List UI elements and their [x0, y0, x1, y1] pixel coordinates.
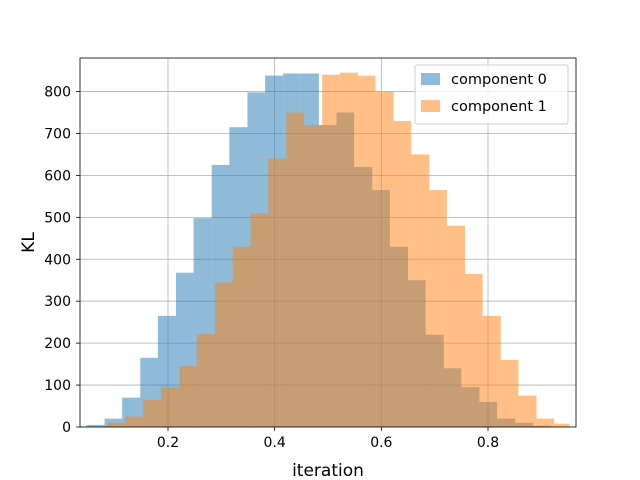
legend-swatch-component-1: [421, 100, 440, 112]
bar-component-1-22: [500, 359, 519, 427]
bar-component-1-0: [107, 422, 126, 427]
y-axis-label: KL: [19, 232, 39, 253]
y-tick-label-1: 100: [44, 378, 71, 394]
bar-component-0-0: [86, 424, 105, 427]
y-tick-label-4: 400: [44, 252, 71, 268]
legend-label-component-1: component 1: [451, 99, 547, 115]
bar-component-1-14: [357, 75, 376, 428]
bar-component-1-3: [161, 387, 180, 427]
bar-component-1-2: [143, 399, 162, 427]
bar-component-1-17: [411, 154, 430, 427]
bar-component-1-12: [322, 74, 340, 427]
legend-swatch-component-0: [421, 73, 440, 85]
bar-component-1-15: [375, 91, 394, 427]
bar-component-1-11: [304, 125, 323, 427]
bar-component-1-9: [268, 158, 287, 428]
bar-component-1-23: [518, 395, 537, 427]
bar-component-1-21: [482, 315, 501, 427]
bar-component-1-18: [429, 190, 447, 427]
y-tick-label-0: 0: [62, 420, 71, 436]
histogram-bars: [86, 72, 570, 428]
x-axis-ticks: 0.2 0.4 0.6 0.8: [157, 427, 499, 451]
y-tick-label-8: 800: [44, 85, 71, 101]
x-axis-label: iteration: [292, 461, 364, 480]
bar-component-1-20: [465, 273, 483, 427]
bar-component-1-25: [554, 423, 570, 427]
x-tick-label-2: 0.6: [370, 435, 392, 451]
x-tick-label-1: 0.4: [264, 435, 286, 451]
y-tick-label-7: 700: [44, 126, 71, 142]
y-tick-label-2: 200: [44, 336, 71, 352]
legend: component 0 component 1: [414, 64, 569, 125]
y-tick-label-3: 300: [44, 294, 71, 310]
bar-component-1-8: [250, 213, 269, 427]
y-tick-label-5: 500: [44, 210, 71, 226]
bar-component-1-4: [179, 366, 197, 427]
series-component-1: [107, 72, 570, 428]
legend-box: [414, 64, 569, 125]
legend-label-component-0: component 0: [451, 72, 547, 88]
bar-component-1-16: [393, 120, 412, 427]
bar-component-1-10: [286, 112, 304, 428]
bar-component-1-6: [214, 282, 233, 427]
bar-component-1-24: [536, 418, 555, 427]
bar-component-1-13: [339, 72, 358, 427]
plot-frame: [79, 57, 577, 428]
x-tick-label-0: 0.2: [157, 435, 179, 451]
bar-component-1-19: [446, 225, 466, 427]
bar-component-1-5: [196, 333, 215, 427]
y-axis-ticks: 0 100 200 300 400 500 600 700 800: [44, 85, 80, 436]
bar-component-1-1: [125, 416, 144, 427]
x-tick-label-3: 0.8: [477, 435, 499, 451]
y-tick-label-6: 600: [44, 168, 71, 184]
bar-component-1-7: [232, 246, 251, 427]
